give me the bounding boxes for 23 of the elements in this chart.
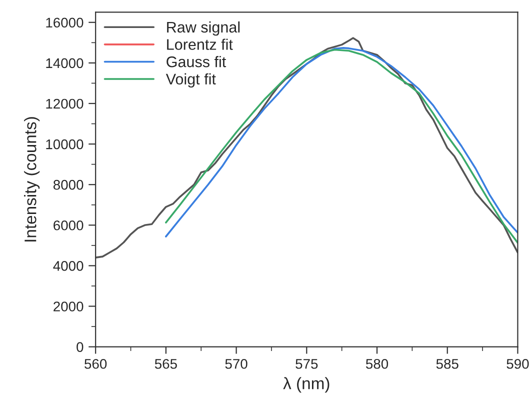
x-axis-title: λ (nm) (283, 377, 330, 393)
y-tick-label: 14000 (46, 58, 84, 68)
y-tick-label: 8000 (53, 180, 84, 190)
x-tick-label: 580 (366, 358, 388, 369)
x-tick-label: 585 (436, 358, 458, 369)
y-tick-label: 16000 (46, 18, 84, 28)
y-tick-label: 4000 (53, 261, 84, 271)
y-tick-label: 2000 (54, 302, 84, 312)
line-series (96, 37, 518, 258)
y-axis-title: Intensity (counts) (24, 117, 40, 242)
x-tick-label: 570 (225, 358, 248, 369)
legend-label: Voigt fit (166, 73, 216, 88)
legend-label: Raw signal (167, 21, 240, 36)
legend-label: Lorentz fit (167, 38, 233, 50)
x-tick-label: 565 (154, 358, 177, 369)
y-tick-label: 0 (76, 342, 84, 352)
x-tick-label: 560 (84, 358, 107, 369)
y-tick-label: 10000 (46, 139, 84, 150)
y-tick-label: 12000 (46, 98, 84, 109)
x-tick-label: 575 (296, 359, 318, 369)
x-tick-label: 590 (506, 358, 529, 369)
legend-label: Gauss fit (166, 56, 226, 68)
y-tick-label: 6000 (54, 220, 84, 230)
